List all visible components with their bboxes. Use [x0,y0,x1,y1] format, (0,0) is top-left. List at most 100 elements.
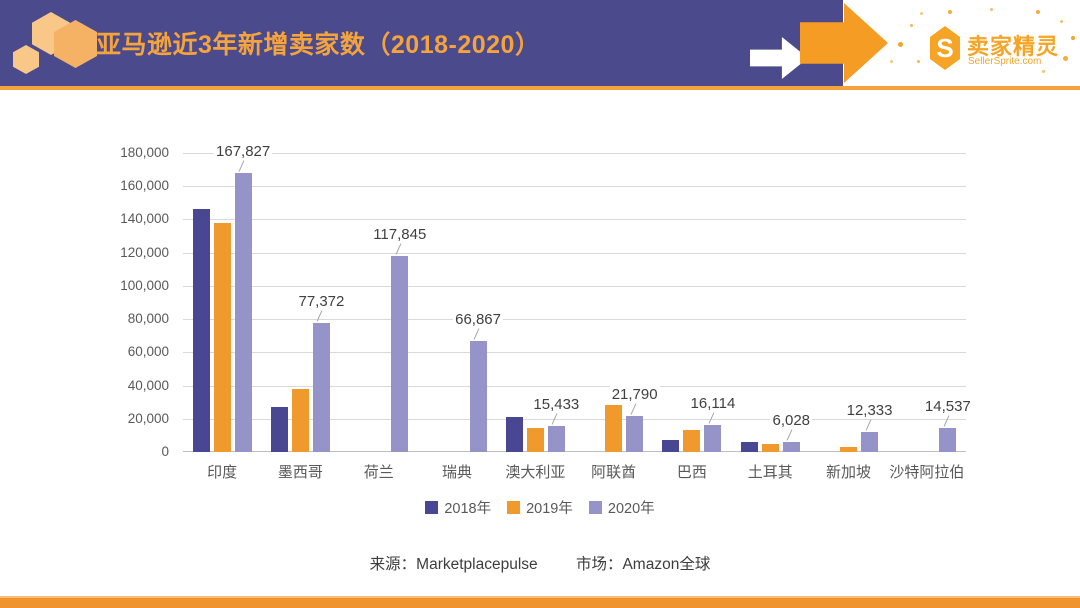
bar-value-label: 14,537 [922,397,973,415]
bar [547,426,565,452]
dot-decoration [910,24,913,27]
logo-name: 卖家精灵 [967,34,1060,59]
sellersprite-logo: S 卖家精灵 SellerSprite.com [890,8,1080,82]
bar-value-label: 16,114 [688,395,738,413]
bar [840,446,858,452]
bar [740,441,758,452]
source-note: 来源：Marketplacepulse 市场：Amazon全球 [0,552,1080,574]
label-leader-line [317,310,323,323]
bar-value-label: 77,372 [296,293,347,311]
y-tick-label: 60,000 [127,344,169,360]
dot-decoration [898,42,903,47]
y-tick-label: 160,000 [120,178,169,194]
label-leader-line [865,418,871,431]
legend-swatch [507,501,521,514]
logo-hexagon-icon: S [930,26,960,70]
bar [469,340,487,452]
y-tick-label: 100,000 [120,277,169,293]
gridline [183,352,966,354]
header-accent-line [0,86,1080,90]
bar [213,222,231,452]
dot-decoration [917,60,920,63]
label-leader-line [786,429,793,441]
x-category-label: 印度 [207,464,238,481]
bar [939,427,957,452]
dot-decoration [1060,20,1063,23]
chart-legend: 2018年 2019年 2020年 [0,497,1080,518]
legend-label: 2020年 [607,501,655,517]
legend-item: 2018年 [425,497,491,518]
x-category-label: 阿联酋 [591,464,637,481]
bar [605,405,623,452]
dot-decoration [1042,70,1045,73]
header: 亚马逊近3年新增卖家数（2018-2020） [0,0,843,86]
y-tick-label: 40,000 [127,377,169,393]
legend-swatch [588,501,602,514]
x-axis-line [183,451,966,452]
dot-decoration [920,12,923,15]
dot-decoration [1036,10,1040,14]
plot-area: 167,827 77,372 117,845 66,867 15,433 21,790 16… [183,143,973,452]
bar-value-label: 117,845 [371,226,429,244]
bar [662,440,680,452]
dot-decoration [1071,36,1075,40]
bar [270,407,288,452]
x-category-label: 瑞典 [442,464,473,481]
y-tick-label: 140,000 [120,211,169,227]
x-category-label: 沙特阿拉伯 [889,464,965,481]
legend-label: 2019年 [526,501,573,517]
bar [505,417,523,452]
bar [391,256,409,452]
x-category-label: 澳大利亚 [505,464,566,481]
x-axis: 印度 墨西哥 荷兰 瑞典 澳大利亚 阿联酋 巴西 土耳其 新加坡 沙特阿拉伯 [183,461,966,483]
gridline [183,153,966,154]
gridline [183,219,966,221]
label-leader-line [943,415,950,427]
x-category-label: 墨西哥 [277,464,323,481]
hexagon-decoration-icon [13,45,39,74]
white-arrow-icon [750,37,808,79]
label-leader-line [630,403,637,415]
y-tick-label: 20,000 [127,410,169,426]
y-tick-label: 0 [161,444,169,459]
x-category-label: 土耳其 [747,464,793,481]
y-tick-label: 80,000 [127,311,169,327]
gridline [183,186,966,188]
bar-value-label: 6,028 [770,411,813,429]
legend-swatch [425,501,439,514]
legend-item: 2020年 [588,497,655,518]
dot-decoration [948,10,952,14]
dot-decoration [890,60,893,63]
bottom-accent-bar [0,596,1080,608]
market-label: 市场：Amazon全球 [575,556,711,573]
dot-decoration [1063,56,1068,61]
bar [626,415,644,452]
x-category-label: 新加坡 [826,464,872,481]
bar [312,323,330,452]
gridline [183,319,966,321]
source-label: 来源：Marketplacepulse [369,556,538,573]
page-title: 亚马逊近3年新增卖家数（2018-2020） [96,31,541,59]
bar [683,429,701,452]
bar [526,427,544,452]
bar-value-label: 15,433 [531,396,582,414]
bar [761,444,779,452]
y-axis: 0 20,000 40,000 60,000 80,000 100,000 120,000 1… [60,145,176,459]
bar [234,173,252,452]
legend-label: 2018年 [444,501,492,517]
bar-value-label: 21,790 [609,385,660,403]
bar-value-label: 12,333 [844,401,895,419]
gridline [183,285,966,287]
y-tick-label: 120,000 [120,244,169,260]
gridline [183,252,966,254]
y-tick-label: 180,000 [120,145,169,160]
bar [782,441,800,452]
bar [291,388,309,452]
x-category-label: 荷兰 [363,464,394,481]
logo-initial: S [936,32,954,63]
logo-domain: SellerSprite.com [968,56,1042,67]
x-category-label: 巴西 [676,464,707,481]
label-leader-line [473,328,480,340]
gridline [183,385,966,387]
